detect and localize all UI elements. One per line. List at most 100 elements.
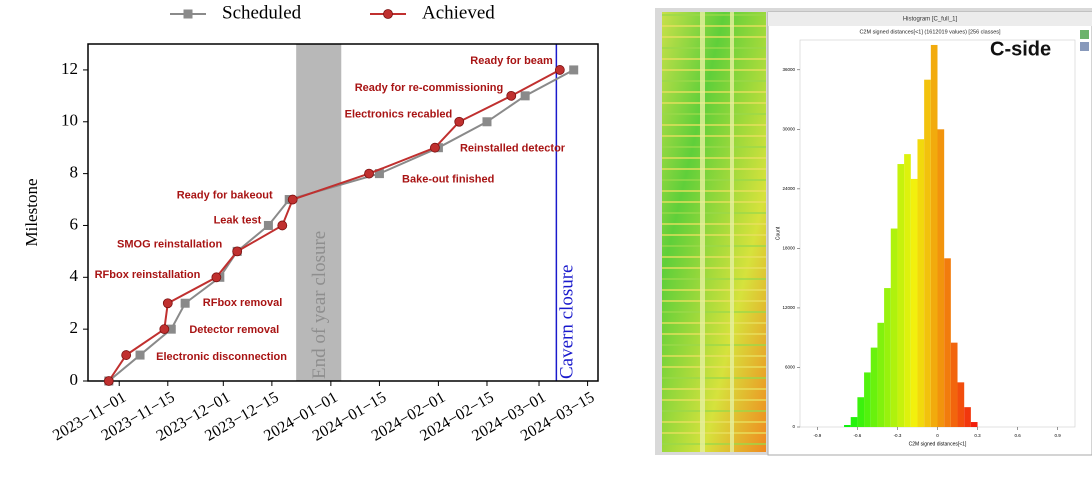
image-stripe bbox=[662, 14, 766, 16]
milestone-label: Electronics recabled bbox=[345, 109, 453, 121]
image-stripe bbox=[662, 245, 766, 247]
point-cloud-image bbox=[662, 12, 766, 452]
histogram-bar bbox=[917, 139, 924, 427]
image-stripe bbox=[662, 124, 766, 126]
image-stripe bbox=[662, 278, 766, 280]
y-tick-label: 30000 bbox=[782, 126, 795, 131]
image-stripe bbox=[662, 289, 766, 291]
span-label: End of year closure bbox=[309, 231, 330, 379]
image-stripe bbox=[662, 179, 766, 181]
x-tick-label: -0.3 bbox=[894, 433, 902, 438]
milestone-label: SMOG reinstallation bbox=[117, 238, 222, 250]
y-tick-label: 24000 bbox=[782, 186, 795, 191]
y-tick-label: 10 bbox=[61, 111, 78, 130]
histogram-bar bbox=[904, 154, 911, 427]
marker bbox=[122, 351, 131, 360]
image-stripe bbox=[662, 91, 766, 93]
histogram-bar bbox=[944, 258, 951, 427]
marker bbox=[184, 10, 193, 19]
histogram-bar bbox=[877, 323, 884, 427]
vline-label: Cavern closure bbox=[557, 265, 578, 379]
window-icon bbox=[1080, 30, 1089, 39]
histogram-title: C2M signed distances[<1] (1612019 values… bbox=[859, 29, 1001, 35]
histogram-bar bbox=[951, 343, 958, 427]
histogram-bar bbox=[884, 288, 891, 427]
marker bbox=[384, 10, 393, 19]
image-stripe bbox=[662, 256, 766, 258]
image-stripe bbox=[662, 388, 766, 390]
y-tick-label: 18000 bbox=[782, 246, 795, 251]
x-tick-label: -0.9 bbox=[813, 433, 821, 438]
y-tick-label: 12 bbox=[61, 59, 78, 78]
histogram-bar bbox=[864, 372, 871, 427]
image-stripe bbox=[662, 212, 766, 214]
marker bbox=[521, 91, 530, 100]
image-stripe bbox=[662, 47, 766, 49]
x-tick-label: 0.9 bbox=[1055, 433, 1062, 438]
image-stripe bbox=[662, 36, 766, 38]
histogram-bar bbox=[857, 397, 864, 427]
histogram-bar bbox=[971, 422, 978, 427]
side-annotation: C-side bbox=[990, 38, 1051, 60]
image-stripe bbox=[662, 399, 766, 401]
marker bbox=[507, 91, 516, 100]
image-stripe bbox=[662, 113, 766, 115]
histogram-bar bbox=[871, 348, 878, 427]
image-stripe bbox=[662, 25, 766, 27]
histogram-bar bbox=[958, 382, 965, 427]
histogram-bar bbox=[844, 425, 851, 427]
histogram-bar bbox=[897, 164, 904, 427]
x-tick-label: -0.6 bbox=[854, 433, 862, 438]
marker bbox=[365, 169, 374, 178]
window-title: Histogram [C_full_1] bbox=[903, 17, 958, 23]
marker bbox=[555, 65, 564, 74]
image-stripe bbox=[662, 355, 766, 357]
image-stripe bbox=[662, 344, 766, 346]
image-stripe bbox=[662, 432, 766, 434]
marker bbox=[264, 221, 273, 230]
image-stripe bbox=[662, 223, 766, 225]
milestone-label: RFbox reinstallation bbox=[95, 269, 201, 281]
image-stripe bbox=[662, 234, 766, 236]
image-stripe bbox=[662, 267, 766, 269]
y-tick-label: 4 bbox=[70, 266, 79, 285]
image-stripe bbox=[662, 322, 766, 324]
marker bbox=[288, 195, 297, 204]
image-stripe bbox=[662, 168, 766, 170]
histogram-bar bbox=[851, 417, 858, 427]
window-icon bbox=[1080, 42, 1089, 51]
y-tick-label: 6000 bbox=[785, 365, 796, 370]
legend-label: Scheduled bbox=[222, 2, 302, 23]
image-column bbox=[730, 12, 734, 452]
image-stripe bbox=[662, 135, 766, 137]
y-tick-label: 2 bbox=[70, 318, 79, 337]
y-axis-label: Milestone bbox=[22, 179, 41, 247]
y-tick-label: 0 bbox=[70, 370, 79, 389]
image-stripe bbox=[662, 80, 766, 82]
y-tick-label: 8 bbox=[70, 163, 79, 182]
marker bbox=[569, 65, 578, 74]
milestone-label: Reinstalled detector bbox=[460, 143, 566, 155]
image-stripe bbox=[662, 366, 766, 368]
marker bbox=[181, 299, 190, 308]
image-stripe bbox=[662, 300, 766, 302]
milestone-label: Detector removal bbox=[189, 324, 279, 336]
image-stripe bbox=[662, 410, 766, 412]
milestone-label: Ready for bakeout bbox=[177, 189, 273, 201]
page: ScheduledAchieved End of year closureCav… bbox=[0, 0, 1092, 478]
image-stripe bbox=[662, 421, 766, 423]
histogram-bar bbox=[911, 179, 918, 427]
marker bbox=[455, 117, 464, 126]
x-tick-label: 0.3 bbox=[974, 433, 981, 438]
y-tick-label: 6 bbox=[70, 214, 79, 233]
y-tick-label: 36000 bbox=[782, 67, 795, 72]
histogram-bar bbox=[964, 407, 971, 427]
marker bbox=[136, 351, 145, 360]
histogram-bar bbox=[891, 229, 898, 427]
image-stripe bbox=[662, 443, 766, 445]
histogram-bar bbox=[924, 80, 931, 427]
x-tick-label: 0.6 bbox=[1014, 433, 1021, 438]
image-stripe bbox=[662, 69, 766, 71]
histogram-bar bbox=[938, 129, 945, 427]
marker bbox=[104, 377, 113, 386]
